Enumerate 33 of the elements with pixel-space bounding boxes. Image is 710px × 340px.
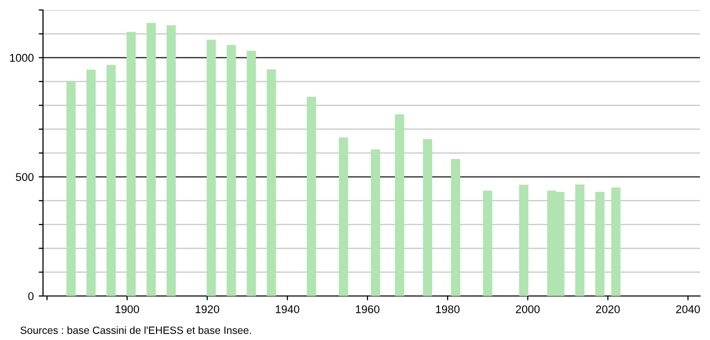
- bar: [451, 158, 460, 296]
- x-tick-label: 2020: [596, 305, 620, 314]
- bar: [611, 188, 620, 296]
- bar: [422, 139, 432, 296]
- x-tick-label: 1960: [356, 305, 380, 314]
- bar: [86, 70, 96, 296]
- y-tick-label: 500: [16, 173, 34, 181]
- bar: [146, 22, 156, 296]
- y-tick-label: 0: [28, 292, 34, 300]
- x-tick-label: 1920: [196, 305, 220, 314]
- bar: [394, 114, 404, 296]
- bar: [306, 96, 316, 296]
- x-tick-label: 1900: [116, 305, 140, 314]
- bar: [370, 149, 380, 296]
- x-tick-label: 2040: [676, 305, 700, 314]
- bar: [575, 184, 584, 296]
- bar: [106, 65, 116, 296]
- bar: [266, 69, 276, 296]
- bar: [66, 82, 76, 296]
- y-tick-label: 1000: [10, 54, 34, 62]
- x-tick-label: 1940: [276, 305, 300, 314]
- x-tick-label: 2000: [516, 305, 540, 314]
- bar: [126, 32, 136, 296]
- bar: [206, 40, 216, 296]
- bar: [226, 45, 236, 296]
- bar: [338, 138, 348, 296]
- source-note: Sources : base Cassini de l'EHESS et base Insee.: [20, 326, 251, 334]
- x-tick-label: 1980: [436, 305, 460, 314]
- bar: [483, 190, 492, 296]
- bar: [246, 50, 256, 296]
- bar: [166, 25, 176, 296]
- bar: [595, 192, 604, 296]
- bar: [519, 184, 528, 296]
